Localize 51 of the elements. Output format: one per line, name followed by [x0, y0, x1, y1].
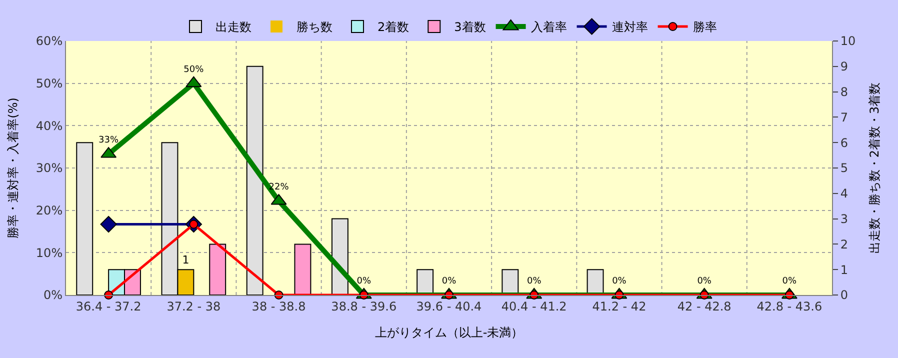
x-tick-label: 40.4 - 41.2 — [501, 299, 567, 314]
x-tick-label: 42 - 42.8 — [677, 299, 732, 314]
legend-label: 3着数 — [454, 20, 486, 34]
y2-tick-label: 9 — [840, 60, 848, 74]
data-label: 50% — [184, 64, 204, 75]
data-label: 0% — [697, 276, 712, 287]
y-tick-label: 10% — [36, 246, 63, 260]
legend-label: 出走数 — [216, 20, 252, 34]
legend-label: 連対率 — [612, 20, 648, 34]
y2-tick-label: 7 — [840, 110, 848, 124]
y2-tick-label: 4 — [840, 186, 848, 201]
x-tick-label: 38.8 - 39.6 — [331, 299, 397, 314]
x-tick-label: 42.8 - 43.6 — [756, 299, 822, 314]
legend-label: 勝率 — [692, 20, 717, 34]
y-tick-label: 0% — [44, 288, 63, 302]
y2-tick-label: 1 — [840, 262, 848, 277]
data-label: 33% — [98, 136, 120, 146]
y2-tick-label: 6 — [840, 136, 848, 150]
y-tick-label: 20% — [36, 204, 63, 218]
bar — [294, 244, 312, 295]
y2-axis-title: 出走数・勝ち数・2着数・3着数 — [868, 82, 882, 254]
x-axis-title: 上がりタイム（以上-未満） — [374, 325, 524, 340]
y2-tick-label: 2 — [840, 237, 848, 252]
y-tick-label: 60% — [36, 34, 63, 48]
y-tick-label: 50% — [36, 76, 63, 91]
point — [100, 216, 117, 233]
y2-tick-label: 10 — [840, 34, 856, 48]
x-tick-label: 36.4 - 37.2 — [76, 299, 142, 314]
y2-tick-label: 5 — [840, 161, 848, 176]
bar — [209, 244, 226, 295]
y2-tick-label: 8 — [840, 85, 848, 99]
x-tick-label: 38 - 38.8 — [252, 299, 306, 314]
bar — [76, 142, 94, 295]
y-axis-title: 勝率・連対率・入着率(%) — [6, 98, 20, 238]
data-label: 0% — [612, 276, 627, 287]
x-tick-label: 39.6 - 40.4 — [416, 299, 482, 314]
y2-tick-label: 0 — [840, 288, 848, 302]
y2-tick-label: 3 — [840, 212, 848, 226]
x-tick-label: 37.2 - 38 — [166, 299, 221, 314]
data-label: 0% — [526, 276, 542, 287]
bar — [246, 66, 264, 295]
data-label: 0% — [782, 276, 798, 287]
y-tick-label: 30% — [36, 161, 63, 176]
legend-label: 2着数 — [378, 20, 410, 34]
y-tick-label: 40% — [36, 118, 63, 133]
data-label: 0% — [356, 276, 372, 287]
legend-label: 勝ち数 — [296, 20, 332, 34]
data-label: 1 — [182, 254, 190, 267]
x-tick-label: 41.2 - 42 — [592, 299, 646, 314]
data-label: 0% — [442, 276, 457, 287]
legend-label: 入着率 — [530, 20, 567, 34]
